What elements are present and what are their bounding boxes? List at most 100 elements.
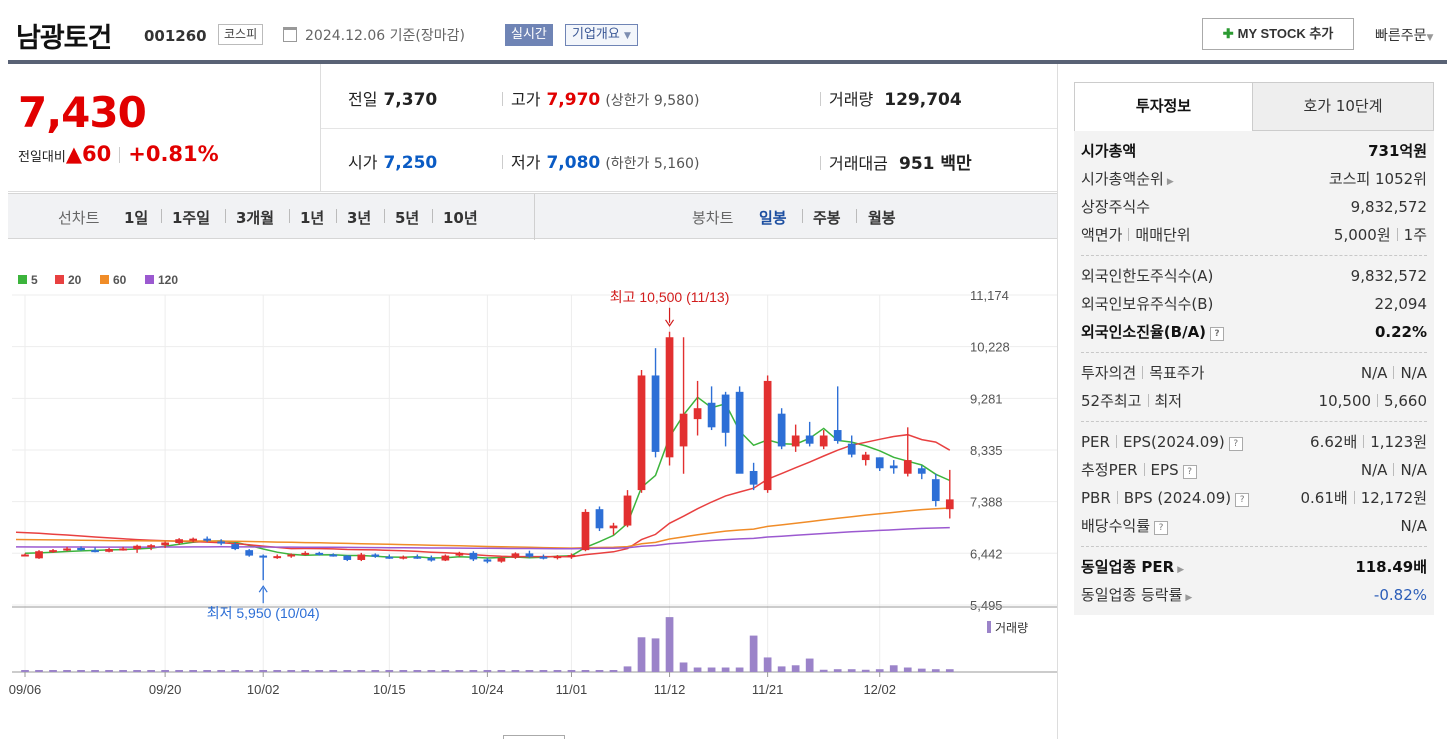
info-row: 외국인보유주식수(B) 22,094 [1081,290,1427,318]
volume-bar [49,670,57,672]
candle-body [539,556,548,559]
candle-body [595,509,604,529]
candle-body [371,554,380,557]
add-mystock-button[interactable]: ✚ MY STOCK 추가 [1202,18,1354,50]
company-overview-dropdown[interactable]: 기업개요 ▼ [565,24,638,46]
volume-bar [427,670,436,672]
x-tick-label: 12/02 [863,682,896,697]
base-date: 2024.12.06 기준(장마감) [305,28,465,44]
info-value-text: 5,660 [1384,392,1427,410]
candle-body [161,542,169,546]
candle-body [945,499,954,510]
candle-daily[interactable]: 일봉 [759,209,787,227]
period-5y[interactable]: 5년 [395,209,420,227]
info-row: 추정PER EPS? N/A N/A [1081,456,1427,484]
volume-bar [91,670,99,672]
info-value-text: N/A [1360,461,1388,479]
info-key: 외국인한도주식수(A) [1081,262,1213,290]
period-10y[interactable]: 10년 [443,209,478,227]
info-value: N/A [1400,512,1427,540]
info-value: 9,832,572 [1351,262,1427,290]
period-1y[interactable]: 1년 [300,209,325,227]
info-key[interactable]: 시가총액순위 ▶ [1081,165,1174,196]
volume-bar [707,667,716,672]
volume-bar [623,666,632,672]
help-icon[interactable]: ? [1228,437,1243,451]
info-value: 0.22% [1375,318,1427,346]
x-tick-label: 11/12 [654,682,686,697]
info-key[interactable]: 동일업종 등락률 ▶ [1081,581,1192,612]
candle-monthly[interactable]: 월봉 [868,209,896,227]
help-icon[interactable]: ? [1182,465,1197,479]
volume-bar [931,669,940,672]
x-tick-label: 11/01 [556,682,588,697]
info-section: PER EPS(2024.09)? 6.62배 1,123원 추정PER EPS? N/A N… [1081,422,1427,547]
candle-body [609,525,618,529]
info-value-text: 22,094 [1374,295,1428,313]
y-tick-label: 9,281 [970,391,1003,406]
period-1w[interactable]: 1주일 [172,209,211,227]
candle-body [385,556,394,559]
volume-bar [637,637,646,672]
volume-bar [679,662,688,672]
line-chart-label: 선차트 [58,209,100,227]
stock-chart[interactable]: 11,174 10,228 9,281 8,335 7,388 6,442 5,495 09/… [8,240,1057,739]
candle-weekly[interactable]: 주봉 [813,209,841,227]
chevron-right-icon: ▶ [1166,177,1174,187]
info-key: 투자의견 목표주가 [1081,359,1204,387]
info-key-label: 동일업종 등락률 [1081,586,1183,604]
legend-label: 60 [113,273,127,287]
x-tick-label: 11/21 [752,682,784,697]
candle-body [189,538,198,541]
volume-bar [147,670,155,672]
info-value-text: 10,500 [1318,392,1372,410]
help-icon[interactable]: ? [1154,521,1169,535]
legend-label: 20 [68,273,82,287]
volume-bar [805,658,814,672]
price-summary: 7,430 전일대비▲60 +0.81% 전일 7,370 고가 7,970 (상한가… [8,64,1057,192]
volume-bar [217,670,226,672]
info-key-label: 매매단위 [1135,226,1191,244]
low-price-annotation: 최저 5,950 (10/04) [207,605,320,621]
info-key: 52주최고 최저 [1081,387,1182,415]
info-value: 0.61배 12,172원 [1301,484,1428,512]
help-icon[interactable]: ? [1210,327,1225,341]
info-row: 시가총액 731억원 [1081,137,1427,165]
volume-bar [343,670,352,672]
info-key-label: 추정PER [1081,461,1138,479]
info-value-text: 1주 [1403,226,1427,244]
candle-body [875,457,884,469]
period-3m[interactable]: 3개월 [236,209,275,227]
change-amount: 60 [82,142,112,166]
info-value-text: 9,832,572 [1350,198,1427,216]
volume-bar [735,667,744,672]
candle-body [301,552,310,555]
candle-body [245,550,254,556]
candle-body [427,557,436,561]
volume-bar [371,670,380,672]
realtime-button[interactable]: 실시간 [505,24,553,46]
info-key-label: 시가총액 [1081,142,1137,160]
candle-chart-label: 봉차트 [692,209,734,227]
info-value-text: 1,123원 [1370,433,1427,451]
candle-body [49,550,57,553]
tab-order-book[interactable]: 호가 10단계 [1252,82,1434,131]
add-mystock-label: MY STOCK 추가 [1237,26,1334,41]
help-icon[interactable]: ? [1235,493,1250,507]
candle-body [287,554,296,557]
candlestick-chart-svg[interactable]: 11,174 10,228 9,281 8,335 7,388 6,442 5,495 09/… [8,240,1057,739]
info-value-text: 0.61배 [1300,489,1348,507]
period-1d[interactable]: 1일 [124,209,149,227]
volume-bar [63,670,71,672]
info-row: PER EPS(2024.09)? 6.62배 1,123원 [1081,428,1427,456]
period-3y[interactable]: 3년 [347,209,372,227]
info-key-label: 상장주식수 [1081,198,1151,216]
info-section: 시가총액 731억원 시가총액순위 ▶ 코스피 1052위 상장주식수 9,832,572 액… [1081,131,1427,256]
volume-bar [875,669,884,672]
tab-investment-info[interactable]: 투자정보 [1074,82,1253,131]
candle-body [847,443,856,455]
x-tick-label: 09/06 [9,682,42,697]
quick-order-menu[interactable]: 빠른주문▼ [1375,25,1433,45]
info-key[interactable]: 동일업종 PER ▶ [1081,553,1184,584]
candle-body [105,549,113,552]
